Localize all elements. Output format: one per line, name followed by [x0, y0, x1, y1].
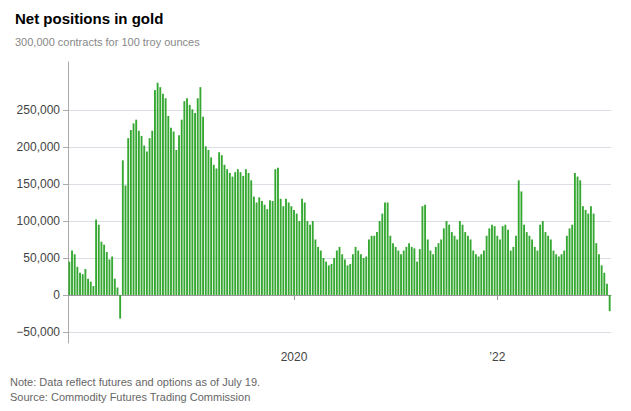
svg-text:150,000: 150,000 [17, 177, 61, 191]
svg-text:250,000: 250,000 [17, 103, 61, 117]
svg-text:2020: 2020 [281, 350, 308, 364]
svg-text:50,000: 50,000 [23, 251, 60, 265]
svg-text:0: 0 [53, 288, 60, 302]
svg-text:−50,000: −50,000 [16, 325, 60, 339]
svg-text:’22: ’22 [489, 350, 505, 364]
svg-text:200,000: 200,000 [17, 140, 61, 154]
svg-text:Source: Commodity Futures Trad: Source: Commodity Futures Trading Commis… [10, 391, 250, 403]
svg-text:Net positions in gold: Net positions in gold [15, 10, 163, 27]
svg-text:300,000 contracts for 100 troy: 300,000 contracts for 100 troy ounces [15, 36, 200, 48]
svg-text:100,000: 100,000 [17, 214, 61, 228]
svg-text:Note: Data reflect futures and: Note: Data reflect futures and options a… [10, 376, 260, 388]
